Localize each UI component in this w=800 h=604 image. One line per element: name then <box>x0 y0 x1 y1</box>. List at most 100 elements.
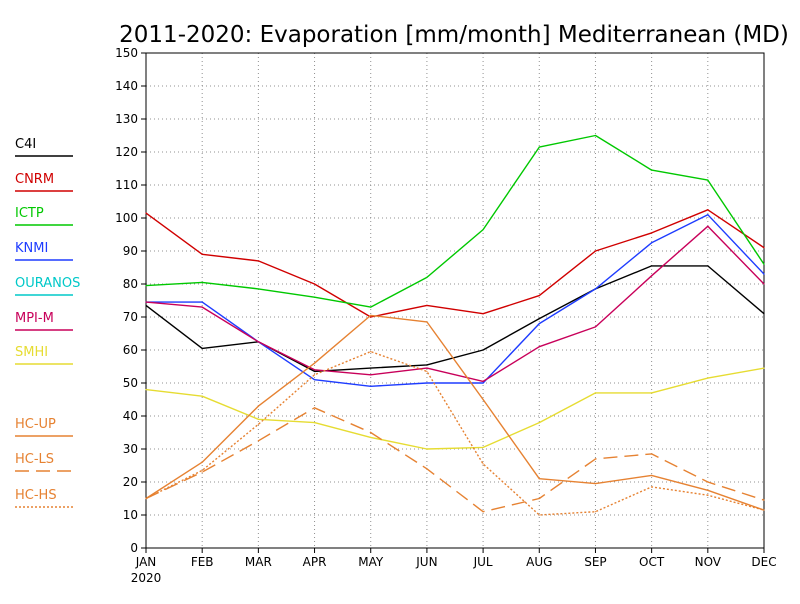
y-tick-label: 100 <box>115 211 138 225</box>
x-tick-label: DEC <box>751 555 776 569</box>
data-point-ictp <box>370 306 372 308</box>
legend-label-mpi-m: MPI-M <box>15 311 54 326</box>
data-point-knmi <box>707 214 709 216</box>
data-point-c4i <box>145 304 147 307</box>
data-point-knmi <box>426 382 428 384</box>
data-point-hc-ls <box>594 458 597 460</box>
data-point-cnrm <box>370 316 372 318</box>
data-point-c4i <box>707 265 709 267</box>
data-point-c4i <box>538 318 540 320</box>
y-tick-label: 40 <box>123 409 138 423</box>
series-hc-hs <box>145 350 765 516</box>
data-point-hc-hs <box>482 463 484 465</box>
data-point-c4i <box>201 347 203 349</box>
y-tick-label: 20 <box>123 475 138 489</box>
data-point-ictp <box>426 276 428 278</box>
data-point-knmi <box>370 385 372 387</box>
legend-item-smhi: SMHI <box>15 345 73 365</box>
y-tick-label: 0 <box>130 541 138 555</box>
y-tick-label: 80 <box>123 277 138 291</box>
data-point-knmi <box>594 288 597 290</box>
data-point-c4i <box>313 370 316 373</box>
data-point-knmi <box>201 301 203 303</box>
x-tick-label: MAY <box>358 555 384 569</box>
y-tick-label: 50 <box>123 376 138 390</box>
legend-label-hc-hs: HC-HS <box>15 488 57 503</box>
legend-label-knmi: KNMI <box>15 241 48 256</box>
data-point-hc-ls <box>201 471 203 473</box>
y-tick-label: 70 <box>123 310 138 324</box>
data-point-mpi-m <box>594 326 597 328</box>
data-point-hc-hs <box>651 486 653 488</box>
data-point-hc-ls <box>313 407 316 409</box>
data-point-cnrm <box>707 209 709 211</box>
series-line-smhi <box>145 367 765 450</box>
legend: C4I CNRM ICTP KNMI OURANOS MPI-M SMHI HC-UP HC-L… <box>15 137 80 508</box>
data-point-hc-up <box>482 398 484 401</box>
data-point-smhi <box>426 448 428 450</box>
series-line-hc-hs <box>145 350 765 516</box>
legend-item-ouranos: OURANOS <box>15 276 80 296</box>
data-point-mpi-m <box>763 283 765 285</box>
y-tick-label: 30 <box>123 442 138 456</box>
data-point-ictp <box>313 296 316 298</box>
data-point-cnrm <box>594 250 597 252</box>
data-point-smhi <box>257 418 259 420</box>
y-tick-label: 90 <box>123 244 138 258</box>
y-tick-label: 10 <box>123 508 138 522</box>
legend-item-c4i: C4I <box>15 137 73 157</box>
legend-label-smhi: SMHI <box>15 345 48 360</box>
data-point-knmi <box>763 273 765 275</box>
data-point-cnrm <box>426 304 428 307</box>
grid <box>146 53 764 548</box>
data-point-smhi <box>313 422 316 424</box>
legend-item-hc-up: HC-UP <box>15 417 73 437</box>
y-tick-label: 120 <box>115 145 138 159</box>
series-c4i <box>145 265 765 373</box>
data-point-mpi-m <box>482 380 484 382</box>
data-point-hc-hs <box>763 509 765 511</box>
x-tick-label: NOV <box>695 555 722 569</box>
y-tick-label: 60 <box>123 343 138 357</box>
data-point-smhi <box>482 446 484 448</box>
data-point-ictp <box>651 169 653 171</box>
legend-label-cnrm: CNRM <box>15 172 54 187</box>
data-point-cnrm <box>482 313 484 315</box>
x-tick-label: SEP <box>584 555 606 569</box>
data-point-smhi <box>538 422 540 424</box>
data-point-hc-ls <box>257 440 259 442</box>
series-line-ictp <box>145 134 765 308</box>
x-tick-label: OCT <box>639 555 665 569</box>
data-point-c4i <box>651 265 653 267</box>
data-point-hc-hs <box>594 511 597 513</box>
data-point-hc-ls <box>426 468 428 470</box>
data-point-hc-ls <box>538 497 540 500</box>
data-point-mpi-m <box>313 369 316 371</box>
series-line-mpi-m <box>145 225 765 383</box>
data-point-cnrm <box>651 232 653 234</box>
legend-item-cnrm: CNRM <box>15 172 73 192</box>
data-point-smhi <box>594 392 597 394</box>
series-smhi <box>145 367 765 450</box>
series-line-knmi <box>146 213 765 387</box>
data-point-smhi <box>201 395 203 397</box>
data-point-hc-ls <box>763 499 765 501</box>
data-point-hc-up <box>201 461 203 463</box>
data-point-mpi-m <box>651 275 653 277</box>
data-point-hc-hs <box>426 370 428 373</box>
data-point-c4i <box>370 367 372 369</box>
y-tick-label: 140 <box>115 79 138 93</box>
legend-item-mpi-m: MPI-M <box>15 311 73 331</box>
data-point-mpi-m <box>257 341 259 343</box>
legend-label-ouranos: OURANOS <box>15 276 80 291</box>
data-point-hc-up <box>370 314 372 316</box>
y-tick-label: 150 <box>115 46 138 60</box>
data-point-smhi <box>370 436 372 439</box>
data-point-ictp <box>145 285 147 287</box>
data-point-hc-ls <box>651 453 653 455</box>
data-point-c4i <box>482 349 484 351</box>
data-point-hc-ls <box>482 511 484 513</box>
data-point-ictp <box>763 263 765 265</box>
data-point-hc-hs <box>145 497 147 500</box>
data-point-hc-up <box>426 321 428 323</box>
